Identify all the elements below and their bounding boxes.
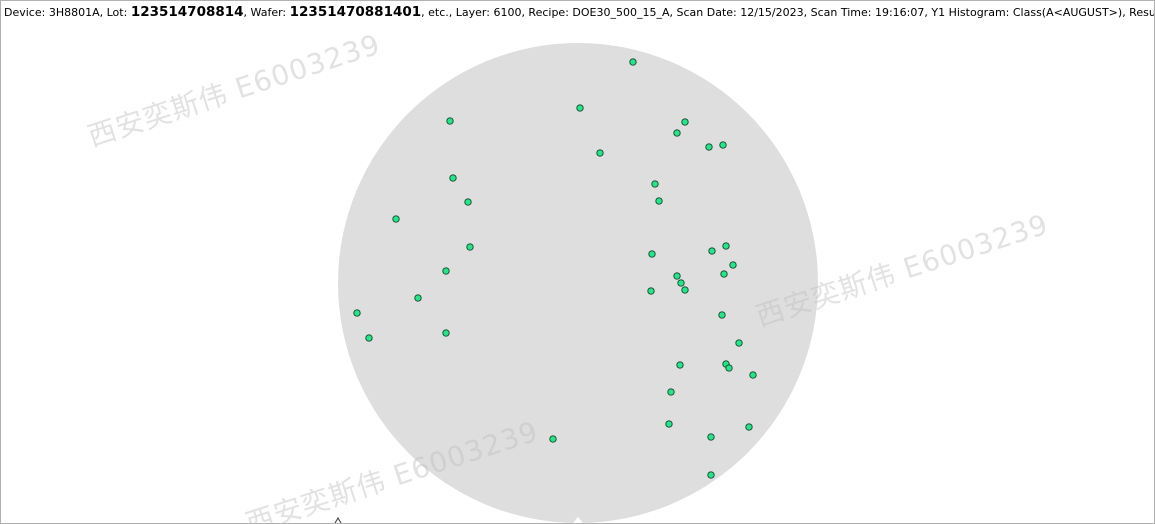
device-label: Device: [4,6,49,19]
defect-point[interactable] [705,143,713,151]
defect-point[interactable] [673,129,681,137]
defect-point[interactable] [729,261,737,269]
defect-point[interactable] [466,243,474,251]
lot-label: , Lot: [99,6,131,19]
wafer-outline [338,43,818,523]
defect-point[interactable] [708,247,716,255]
cursor-caret-icon [334,517,342,523]
scan-details: , etc., Layer: 6100, Recipe: DOE30_500_1… [421,6,1155,19]
defect-layer [353,58,757,479]
defect-point[interactable] [464,198,472,206]
lot-value: 123514708814 [130,4,244,20]
defect-point[interactable] [647,287,655,295]
defect-point[interactable] [629,58,637,66]
defect-point[interactable] [596,149,604,157]
defect-point[interactable] [576,104,584,112]
wafer-notch [573,517,583,523]
defect-point[interactable] [655,197,663,205]
wafer-value: 12351470881401 [289,4,422,20]
defect-point[interactable] [749,371,757,379]
defect-point[interactable] [677,279,685,287]
defect-point[interactable] [365,334,373,342]
defect-point[interactable] [549,435,557,443]
defect-point[interactable] [722,242,730,250]
defect-point[interactable] [648,250,656,258]
defect-point[interactable] [353,309,361,317]
defect-point[interactable] [676,361,684,369]
defect-point[interactable] [673,272,681,280]
defect-point[interactable] [718,311,726,319]
defect-point[interactable] [446,117,454,125]
defect-point[interactable] [651,180,659,188]
defect-point[interactable] [681,118,689,126]
defect-point[interactable] [681,286,689,294]
defect-point[interactable] [392,215,400,223]
defect-point[interactable] [719,141,727,149]
defect-point[interactable] [442,267,450,275]
defect-point[interactable] [667,388,675,396]
defect-point[interactable] [414,294,422,302]
defect-point[interactable] [707,471,715,479]
defect-point[interactable] [735,339,743,347]
defect-point[interactable] [745,423,753,431]
scan-info-header: Device: 3H8801A, Lot: 123514708814, Wafe… [4,4,1155,21]
defect-point[interactable] [720,270,728,278]
defect-point[interactable] [665,420,673,428]
defect-point[interactable] [449,174,457,182]
device-value: 3H8801A [48,6,100,19]
defect-point[interactable] [725,364,733,372]
defect-point[interactable] [442,329,450,337]
wafer-label: , Wafer: [243,6,290,19]
defect-point[interactable] [707,433,715,441]
